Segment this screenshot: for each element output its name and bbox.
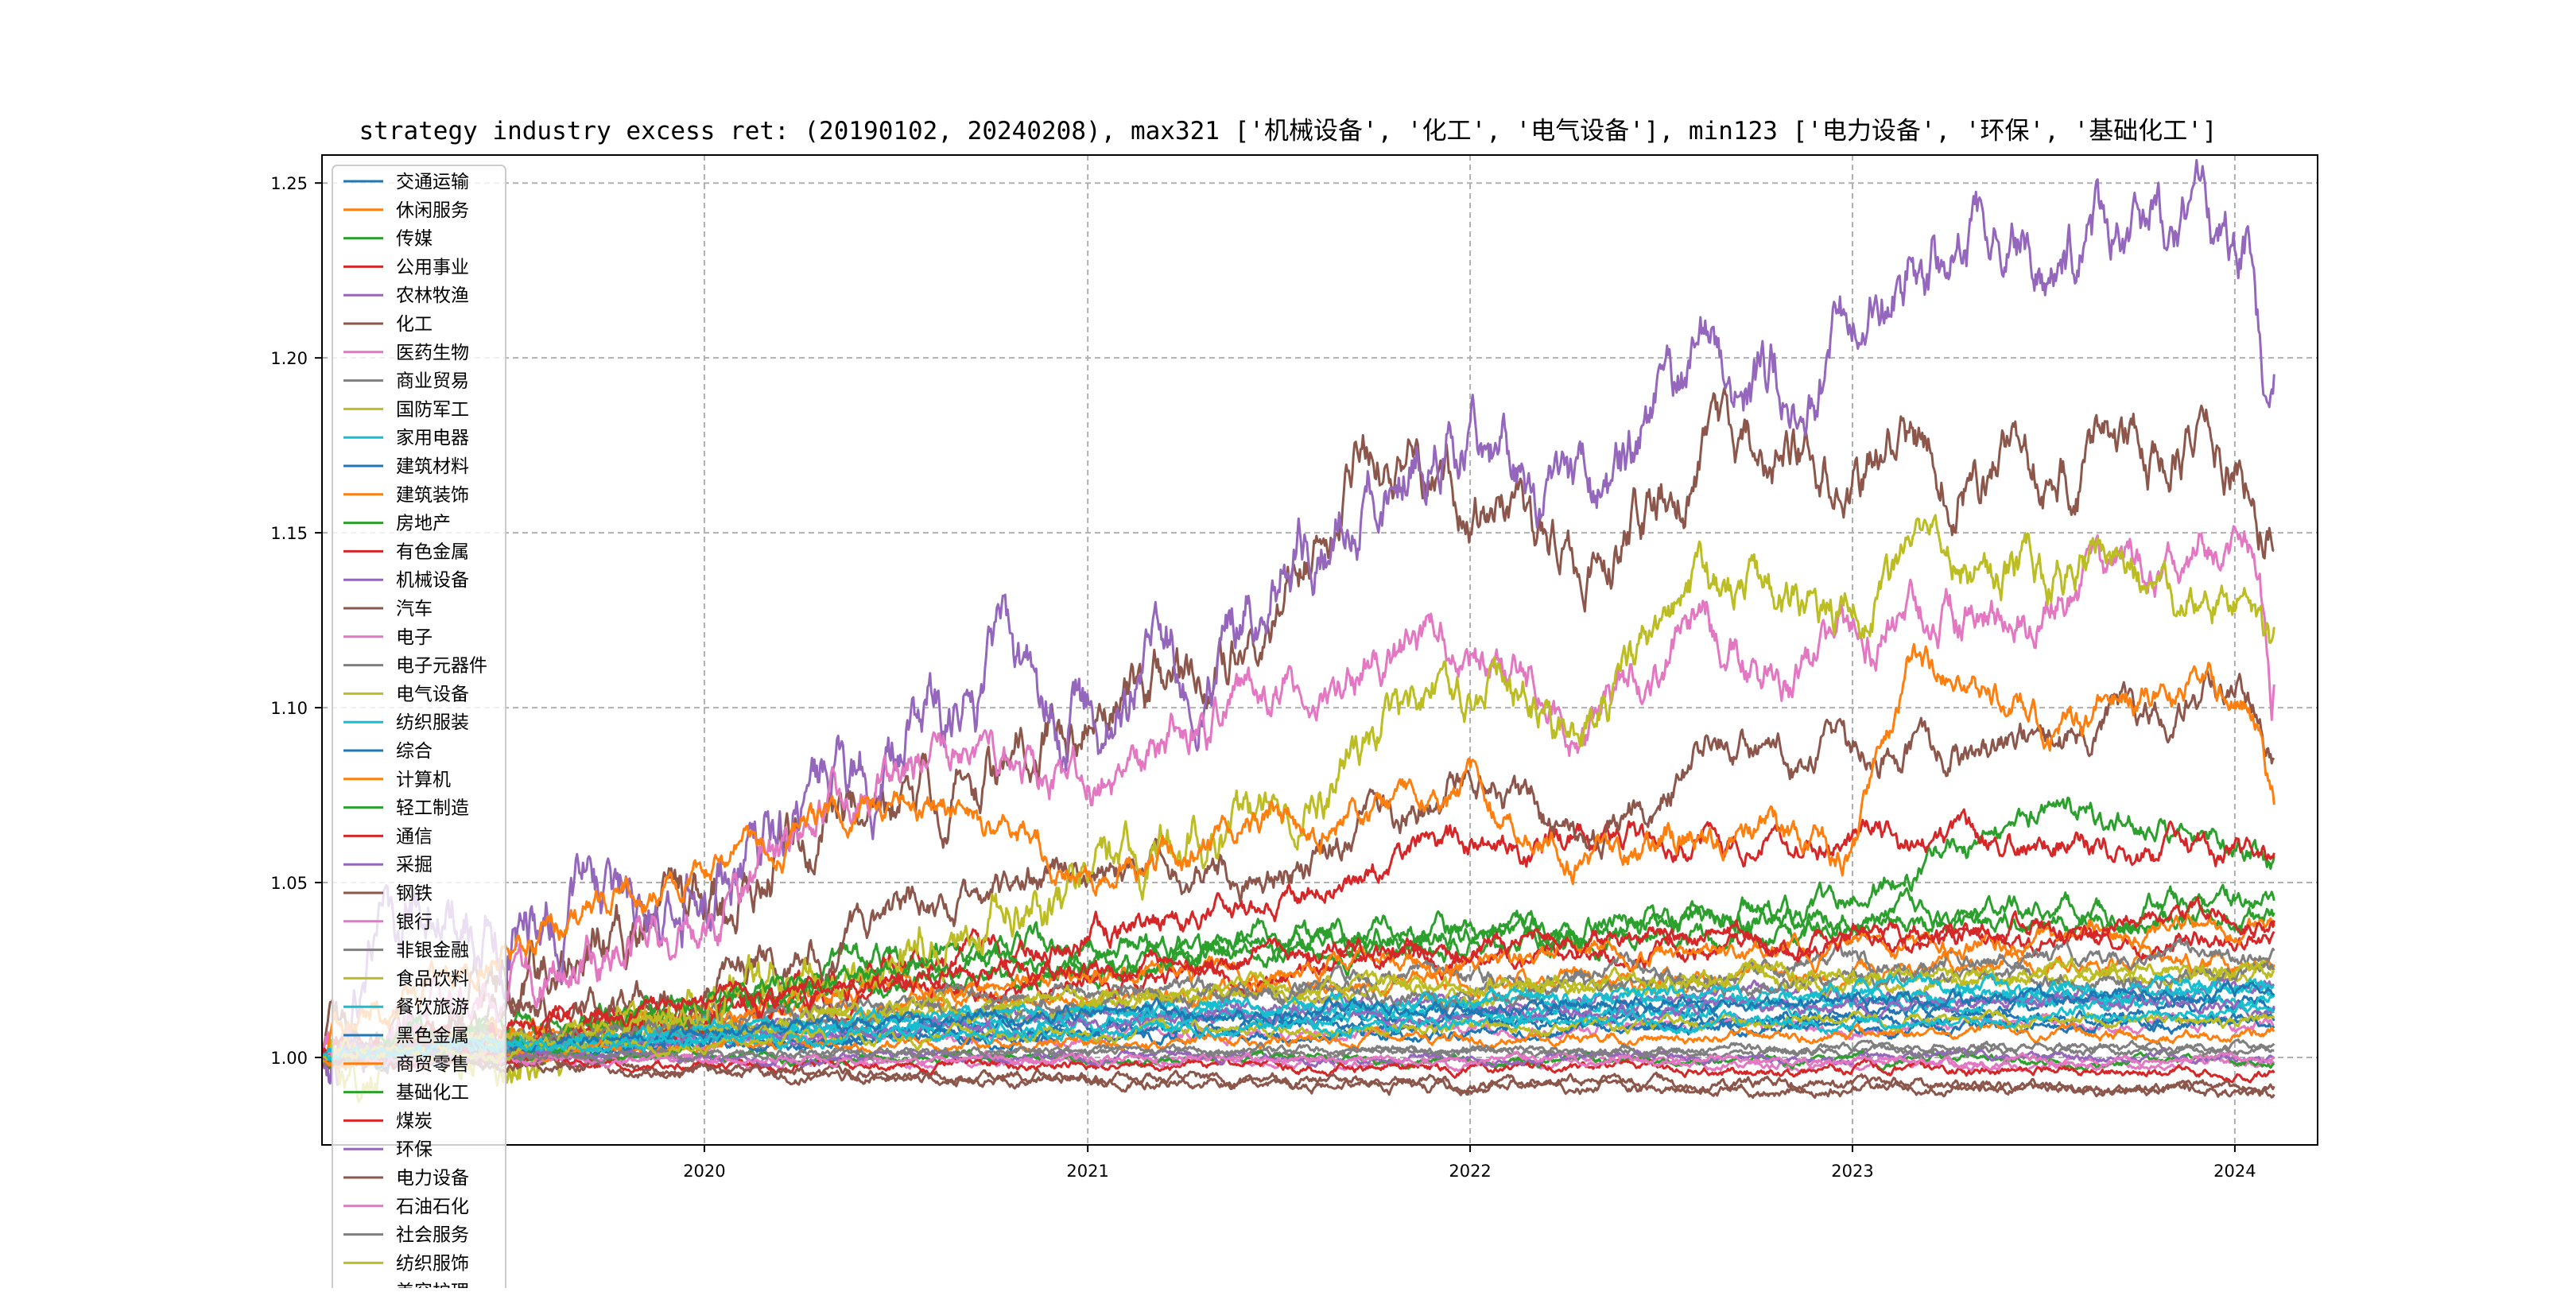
legend-label: 电子元器件 (396, 656, 487, 677)
legend-label: 建筑装饰 (396, 485, 469, 506)
x-tick-label: 2023 (1831, 1162, 1873, 1181)
series-line (322, 158, 2275, 1086)
legend: 交通运输休闲服务传媒公用事业农林牧渔化工医药生物商业贸易国防军工家用电器建筑材料… (332, 165, 506, 1292)
series-line (321, 525, 2275, 1062)
series-line (321, 669, 2275, 1075)
legend-label: 钢铁 (396, 883, 433, 904)
legend-label: 国防军工 (396, 399, 469, 420)
legend-label: 社会服务 (396, 1225, 469, 1246)
x-tick-label: 2022 (1449, 1162, 1491, 1181)
legend-label: 公用事业 (396, 257, 469, 277)
legend-label: 餐饮旅游 (396, 997, 469, 1018)
legend-label: 轻工制造 (396, 798, 469, 819)
legend-label: 传媒 (396, 229, 433, 250)
series-line (322, 1038, 2275, 1065)
legend-label: 非银金融 (396, 941, 469, 961)
series-line (322, 956, 2275, 1062)
legend-label: 商业贸易 (396, 371, 469, 392)
legend-label: 煤炭 (396, 1111, 433, 1131)
legend-label: 有色金属 (396, 541, 469, 562)
legend-label: 休闲服务 (396, 200, 469, 221)
axis-ticks: 2020 2021 2022 2023 2024 1.00 1.05 1.10 1.15 1.20… (270, 174, 2256, 1181)
legend-label: 石油石化 (396, 1197, 469, 1217)
legend-label: 电气设备 (396, 684, 469, 704)
series-line (322, 1052, 2275, 1098)
series-line (323, 1047, 2275, 1099)
y-tick-label: 1.10 (270, 699, 308, 718)
legend-box (332, 165, 506, 1292)
legend-label: 农林牧渔 (396, 285, 469, 306)
legend-label: 银行 (396, 912, 433, 933)
legend-label: 美容护理 (396, 1282, 469, 1288)
series-line (323, 1002, 2275, 1062)
x-tick-label: 2021 (1066, 1162, 1108, 1181)
series-line (322, 642, 2275, 1065)
series-line (321, 961, 2275, 1067)
legend-label: 医药生物 (396, 343, 469, 363)
legend-label: 食品饮料 (396, 968, 469, 989)
legend-label: 机械设备 (396, 570, 469, 591)
legend-label: 采掘 (396, 855, 433, 875)
y-tick-label: 1.15 (270, 524, 308, 543)
legend-label: 基础化工 (396, 1083, 469, 1104)
legend-label: 电子 (396, 627, 433, 648)
series-line (322, 1008, 2275, 1065)
series-line (321, 796, 2275, 1067)
y-tick-label: 1.00 (270, 1049, 308, 1068)
series-line (322, 1050, 2275, 1084)
series-lines (321, 158, 2275, 1104)
legend-label: 黑色金属 (396, 1026, 469, 1046)
legend-label: 通信 (396, 826, 433, 847)
legend-label: 纺织服饰 (396, 1253, 469, 1274)
chart-title: strategy industry excess ret: (20190102,… (359, 117, 2217, 145)
legend-label: 汽车 (396, 599, 433, 619)
legend-label: 交通运输 (396, 172, 469, 192)
legend-label: 家用电器 (396, 428, 469, 448)
legend-label: 化工 (396, 314, 433, 335)
y-tick-label: 1.20 (270, 349, 308, 368)
x-tick-label: 2024 (2213, 1162, 2256, 1181)
axes-frame (321, 154, 2318, 1146)
legend-label: 电力设备 (396, 1168, 469, 1189)
y-tick-label: 1.05 (270, 874, 308, 893)
legend-label: 环保 (396, 1139, 433, 1160)
legend-label: 房地产 (396, 514, 451, 534)
legend-label: 纺织服装 (396, 712, 469, 733)
legend-label: 商贸零售 (396, 1054, 469, 1075)
series-line (321, 895, 2275, 1067)
y-tick-label: 1.25 (270, 174, 308, 193)
legend-label: 建筑材料 (396, 456, 469, 477)
legend-label: 计算机 (396, 770, 451, 790)
series-line (322, 972, 2275, 1066)
series-line (322, 1050, 2275, 1072)
legend-label: 综合 (396, 741, 433, 762)
x-tick-label: 2020 (683, 1162, 725, 1181)
